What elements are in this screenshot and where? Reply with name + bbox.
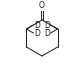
Text: D: D (34, 28, 40, 38)
Text: D: D (44, 21, 50, 29)
Text: D: D (34, 21, 40, 29)
Text: D: D (44, 28, 50, 38)
Text: O: O (39, 0, 45, 10)
